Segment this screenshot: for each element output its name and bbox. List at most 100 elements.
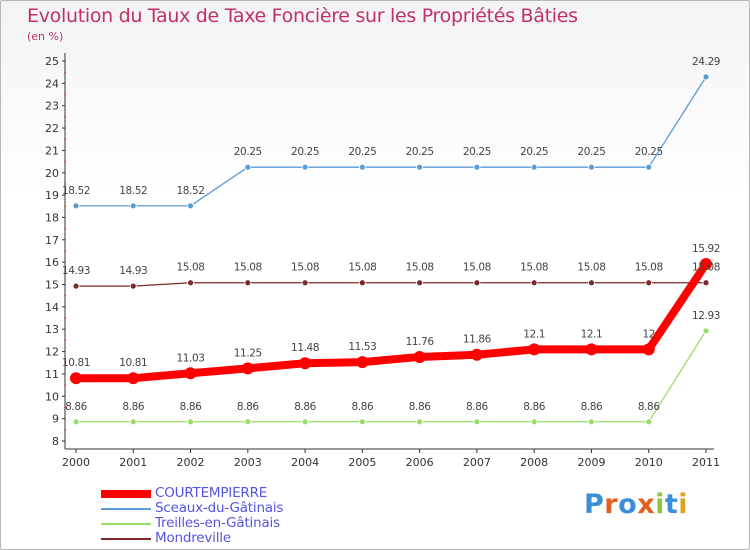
data-point — [473, 418, 481, 426]
data-label: 15.08 — [291, 262, 319, 274]
data-label: 8.86 — [180, 401, 202, 413]
data-point — [358, 279, 366, 287]
data-point — [588, 279, 595, 287]
data-label: 20.25 — [577, 146, 605, 158]
x-tick-label: 2011 — [692, 456, 720, 469]
series-line-0 — [72, 259, 710, 383]
data-label: 8.86 — [65, 401, 87, 413]
y-tick-label: 8 — [52, 435, 59, 448]
data-label: 12.1 — [523, 328, 545, 340]
data-point — [530, 279, 538, 287]
data-label: 20.25 — [463, 146, 491, 158]
legend-label-courtempierre: COURTEMPIERRE — [155, 485, 268, 501]
data-label: 15.08 — [520, 262, 548, 274]
legend-swatch-treilles — [101, 523, 151, 525]
data-point — [588, 418, 595, 426]
data-point — [72, 418, 80, 426]
data-point — [187, 418, 194, 426]
data-label: 8.86 — [237, 401, 259, 413]
data-point — [187, 279, 194, 287]
data-label: 18.52 — [62, 185, 90, 197]
data-point — [244, 163, 252, 171]
chart-legend: COURTEMPIERRE Sceaux-du-Gâtinais Treille… — [101, 485, 361, 546]
y-tick-label: 14 — [45, 301, 59, 314]
y-tick-label: 24 — [45, 77, 59, 90]
data-point — [187, 202, 194, 210]
y-tick-label: 16 — [45, 256, 59, 269]
data-point — [241, 362, 254, 375]
data-label: 11.86 — [463, 334, 492, 346]
data-point — [645, 418, 653, 426]
data-label: 15.08 — [234, 262, 262, 274]
legend-swatch-mondreville — [101, 538, 151, 540]
chart-title: Evolution du Taux de Taxe Foncière sur l… — [27, 5, 578, 27]
proxiti-logo-text: Proxiti — [584, 489, 688, 520]
data-point — [530, 163, 538, 171]
logo-letter: P — [584, 489, 605, 520]
x-tick-label: 2010 — [635, 456, 663, 469]
data-label: 10.81 — [62, 357, 90, 369]
data-point — [473, 279, 481, 287]
data-point — [645, 163, 653, 171]
logo-letter: i — [655, 489, 665, 520]
legend-item-sceaux: Sceaux-du-Gâtinais — [101, 500, 361, 516]
y-tick-label: 12 — [45, 346, 59, 359]
data-point — [473, 163, 481, 171]
x-tick-label: 2007 — [463, 456, 491, 469]
data-label: 11.48 — [291, 342, 319, 354]
data-label: 12.93 — [692, 310, 720, 322]
data-label: 8.86 — [638, 401, 660, 413]
data-label: 8.86 — [351, 401, 373, 413]
data-point — [72, 282, 80, 290]
x-tick-label: 2001 — [119, 456, 147, 469]
y-tick-label: 15 — [45, 279, 59, 292]
data-point — [129, 418, 137, 426]
x-tick-label: 2009 — [577, 456, 605, 469]
data-label: 15.08 — [406, 262, 434, 274]
data-point — [358, 418, 366, 426]
series-line-2 — [75, 330, 707, 423]
legend-item-mondreville: Mondreville — [101, 530, 361, 546]
data-point — [244, 279, 252, 287]
data-point — [642, 343, 655, 356]
data-point — [244, 418, 252, 426]
data-point — [356, 356, 369, 369]
data-label: 20.25 — [635, 146, 663, 158]
data-point — [700, 257, 712, 270]
logo-letter: r — [604, 489, 619, 520]
data-point — [184, 367, 197, 380]
proxiti-logo: Proxiti — [584, 489, 688, 520]
data-point — [530, 418, 538, 426]
y-unit-label: (en %) — [27, 30, 64, 43]
data-point — [416, 418, 424, 426]
x-tick-label: 2000 — [62, 456, 90, 469]
x-tick-label: 2008 — [520, 456, 548, 469]
data-point — [301, 418, 309, 426]
series-line-3 — [75, 282, 707, 287]
data-point — [358, 163, 366, 171]
y-tick-label: 9 — [52, 413, 59, 426]
data-point — [127, 372, 140, 385]
x-tick-label: 2005 — [348, 456, 376, 469]
data-label: 8.86 — [294, 401, 316, 413]
data-point — [645, 279, 653, 287]
y-tick-label: 21 — [45, 144, 59, 157]
data-point — [299, 357, 312, 370]
data-label: 14.93 — [62, 265, 90, 277]
y-tick-label: 19 — [45, 189, 59, 202]
data-label: 8.86 — [122, 401, 144, 413]
data-label: 24.29 — [692, 56, 720, 68]
data-point — [585, 343, 598, 356]
data-label: 8.86 — [523, 401, 545, 413]
data-label: 12.1 — [581, 328, 603, 340]
data-label: 15.08 — [463, 262, 491, 274]
data-point — [528, 343, 541, 356]
data-label: 12 — [642, 328, 655, 340]
x-tick-label: 2004 — [291, 456, 319, 469]
data-point — [588, 163, 595, 171]
legend-swatch-courtempierre — [101, 490, 151, 498]
data-label: 20.25 — [291, 146, 319, 158]
y-tick-label: 18 — [45, 211, 59, 224]
data-label: 15.08 — [692, 262, 720, 274]
